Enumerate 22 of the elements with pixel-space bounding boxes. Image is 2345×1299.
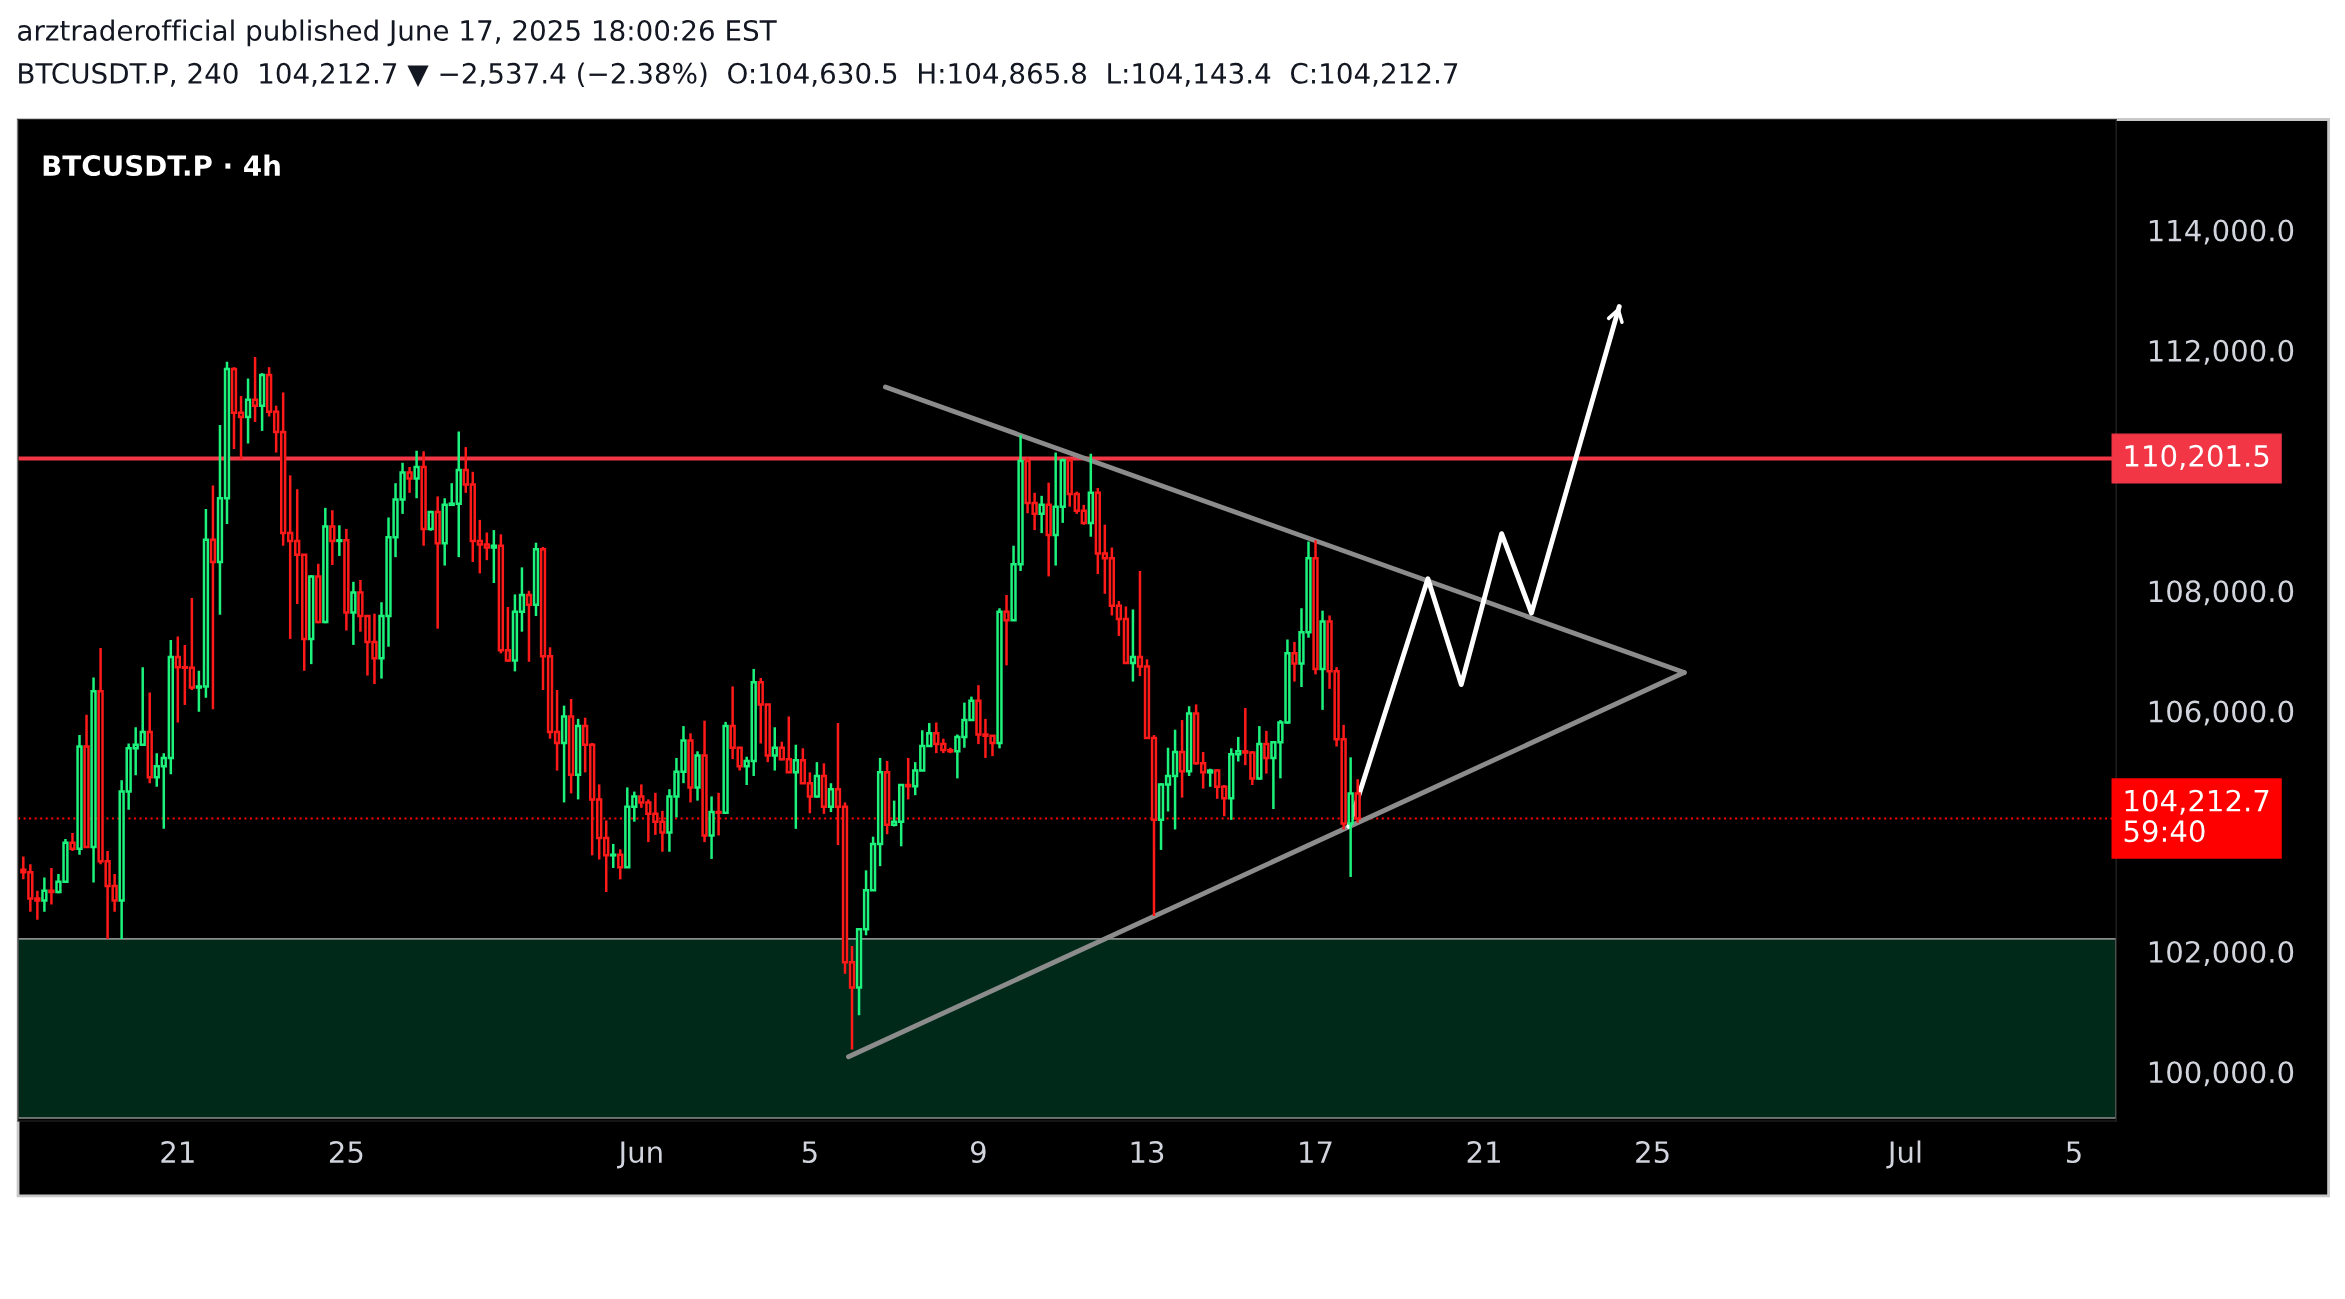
y-tick-label: 114,000.0 [2149, 219, 2294, 245]
x-tick-label: 5 [802, 1141, 817, 1164]
x-tick-label: 21 [161, 1141, 194, 1163]
x-tick-label: 21 [1467, 1141, 1500, 1163]
ref-line-label: 110,201.5 [2125, 444, 2269, 470]
x-tick-label: 13 [1131, 1141, 1164, 1164]
y-tick-label: 102,000.0 [2149, 940, 2294, 966]
y-tick-label: 100,000.0 [2149, 1061, 2294, 1087]
x-tick-label: 25 [1636, 1141, 1669, 1164]
y-tick-label: 112,000.0 [2149, 339, 2294, 365]
ref-line-label: 104,212.7 59:40 [2124, 789, 2269, 843]
x-tick-label: 25 [329, 1141, 363, 1164]
x-tick-label: Jul [1886, 1140, 1921, 1169]
y-tick-label: 106,000.0 [2149, 700, 2294, 726]
x-tick-label: 17 [1300, 1141, 1332, 1163]
x-tick-label: Jun [617, 1141, 662, 1169]
chart-title: arztraderofficial published June 17, 2025 18:00:26 EST [18, 19, 777, 47]
annotation: BTCUSDT.P · 4h [43, 154, 280, 177]
x-tick-label: 9 [970, 1141, 986, 1164]
y-tick-label: 108,000.0 [2149, 580, 2294, 606]
x-tick-label: 5 [2066, 1141, 2081, 1164]
chart-subtitle: BTCUSDT.P, 240 104,212.7 ▼ −2,537.4 (−2.38%) O:104,630.5 H:104,865.8 L:104,143.4 C:104,212.7 [19, 62, 1458, 88]
